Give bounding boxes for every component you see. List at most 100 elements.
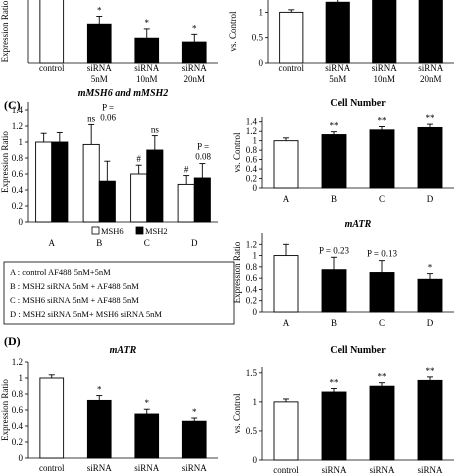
y-axis-label: Expression Ratio bbox=[232, 241, 242, 303]
bar bbox=[321, 134, 347, 189]
significance-label: # bbox=[136, 154, 141, 164]
bar bbox=[86, 23, 112, 64]
significance-label: ** bbox=[426, 113, 436, 123]
bar bbox=[177, 183, 195, 223]
p-value-label: P = bbox=[197, 142, 209, 152]
p-value-label: 0.08 bbox=[195, 152, 211, 162]
x-tick-label: siRNA bbox=[417, 465, 443, 474]
y-tick-label: 0.2 bbox=[12, 437, 23, 447]
p-value-label: P = bbox=[102, 102, 114, 112]
p-value-label: P = 0.23 bbox=[319, 245, 349, 255]
chart-c-left: 0 0.2 0.4 0.6 0.8 1 1.2 1.4 Expression Ratio mMSH… bbox=[0, 88, 218, 248]
y-tick-label: 0.5 bbox=[252, 33, 264, 43]
x-tick-label: 20nM bbox=[183, 74, 205, 84]
legend-box-frame bbox=[3, 261, 235, 325]
x-tick-label: B bbox=[96, 238, 102, 248]
bar bbox=[134, 37, 160, 64]
y-tick-label: 1.2 bbox=[246, 239, 257, 249]
y-tick-label: 0.6 bbox=[12, 405, 24, 415]
y-tick-label: 0.4 bbox=[12, 421, 24, 431]
significance-label: # bbox=[184, 165, 189, 175]
x-tick-label: B bbox=[331, 194, 337, 204]
significance-label: * bbox=[145, 18, 150, 28]
significance-label: * bbox=[428, 263, 433, 273]
y-tick-label: 0 bbox=[253, 455, 258, 465]
chart-title: mATR bbox=[345, 219, 372, 230]
x-tick-label: siRNA bbox=[369, 465, 395, 474]
bar bbox=[146, 149, 164, 223]
x-tick-label: siRNA bbox=[418, 63, 444, 73]
bar bbox=[39, 0, 65, 64]
y-tick-label: 0.2 bbox=[246, 296, 257, 306]
y-tick-label: 1 bbox=[253, 397, 258, 407]
y-axis-label: Expression Ratio bbox=[0, 379, 10, 441]
x-tick-label: D bbox=[427, 318, 434, 328]
bar bbox=[273, 140, 299, 189]
y-tick-label: 0.6 bbox=[246, 273, 258, 283]
chart-c-right-top: 00.20.40.60.811.21.4 vs. Control Cell Numb… bbox=[232, 98, 454, 204]
y-tick-label: 0.4 bbox=[12, 185, 24, 195]
significance-label: ns bbox=[151, 125, 160, 135]
x-tick-label: siRNA bbox=[182, 463, 208, 473]
bar bbox=[321, 269, 347, 313]
bar bbox=[35, 141, 53, 223]
y-tick-label: 0.8 bbox=[246, 262, 258, 272]
significance-label: ** bbox=[330, 121, 340, 131]
panel-label-d: (D) bbox=[4, 334, 21, 348]
p-value-label: P = 0.13 bbox=[367, 249, 397, 259]
legend-line-d: D : MSH2 siRNA 5nM+ MSH6 siRNA 5nM bbox=[10, 309, 162, 319]
y-tick-label: 0.6 bbox=[12, 169, 24, 179]
x-tick-label: siRNA bbox=[87, 463, 113, 473]
x-tick-label: siRNA bbox=[87, 63, 113, 73]
x-tick-label: A bbox=[49, 238, 56, 248]
x-tick-label: 5nM bbox=[91, 74, 108, 84]
y-tick-label: 0.2 bbox=[246, 174, 257, 184]
chart-d-left: 0 0.2 0.4 0.6 0.8 1 1.2 Expression Ratio mATR con… bbox=[0, 345, 218, 473]
legend-line-b: B : MSH2 siRNA 5nM + AF488 5nM bbox=[10, 281, 139, 291]
x-tick-label: 20nM bbox=[420, 74, 442, 84]
y-tick-label: 0.5 bbox=[246, 426, 258, 436]
x-tick-label: siRNA bbox=[325, 63, 351, 73]
legend-box: A : control AF488 5nM+5nM B : MSH2 siRNA… bbox=[3, 261, 235, 325]
significance-label: ** bbox=[330, 378, 340, 388]
panel-label-c: (C) bbox=[4, 98, 21, 112]
chart-c-right-bottom: 00.2 0.40.60.81 1.2 Expression Ratio mATR A B C… bbox=[232, 219, 454, 328]
y-tick-label: 1.2 bbox=[12, 121, 23, 131]
y-tick-label: 0 bbox=[253, 183, 258, 193]
y-axis-label: vs. Control bbox=[232, 132, 242, 173]
x-tick-label: 10nM bbox=[373, 74, 395, 84]
legend-line-c: C : MSH6 siRNA 5nM + AF488 5nM bbox=[10, 295, 139, 305]
bar bbox=[181, 41, 207, 64]
x-tick-label: D bbox=[427, 194, 434, 204]
y-axis-label: vs. Control bbox=[228, 11, 238, 52]
bar bbox=[369, 385, 395, 461]
x-tick-label: 5nM bbox=[329, 74, 346, 84]
bar bbox=[372, 0, 397, 64]
x-tick-label: siRNA bbox=[182, 63, 208, 73]
legend-label-msh2: MSH2 bbox=[145, 226, 168, 236]
bar bbox=[321, 391, 347, 461]
y-tick-label: 1 bbox=[253, 136, 258, 146]
bar bbox=[273, 255, 299, 313]
chart-title: Cell Number bbox=[330, 98, 386, 109]
x-tick-label: 10nM bbox=[136, 74, 158, 84]
x-tick-label: control bbox=[279, 63, 305, 73]
y-tick-label: 0 bbox=[253, 307, 258, 317]
bar bbox=[417, 278, 443, 313]
bar bbox=[273, 401, 299, 461]
significance-label: * bbox=[192, 23, 197, 33]
significance-label: * bbox=[192, 407, 197, 417]
y-tick-label: 0.4 bbox=[246, 284, 258, 294]
y-tick-label: 1.2 bbox=[12, 357, 23, 367]
y-axis-label: Expression Ratio bbox=[0, 0, 10, 62]
x-tick-label: C bbox=[379, 194, 385, 204]
x-tick-label: B bbox=[331, 318, 337, 328]
x-tick-label: C bbox=[144, 238, 150, 248]
y-tick-label: 0 bbox=[19, 217, 24, 227]
legend-label-msh6: MSH6 bbox=[101, 226, 124, 236]
significance-label: ** bbox=[426, 366, 436, 376]
significance-label: ns bbox=[87, 113, 96, 123]
